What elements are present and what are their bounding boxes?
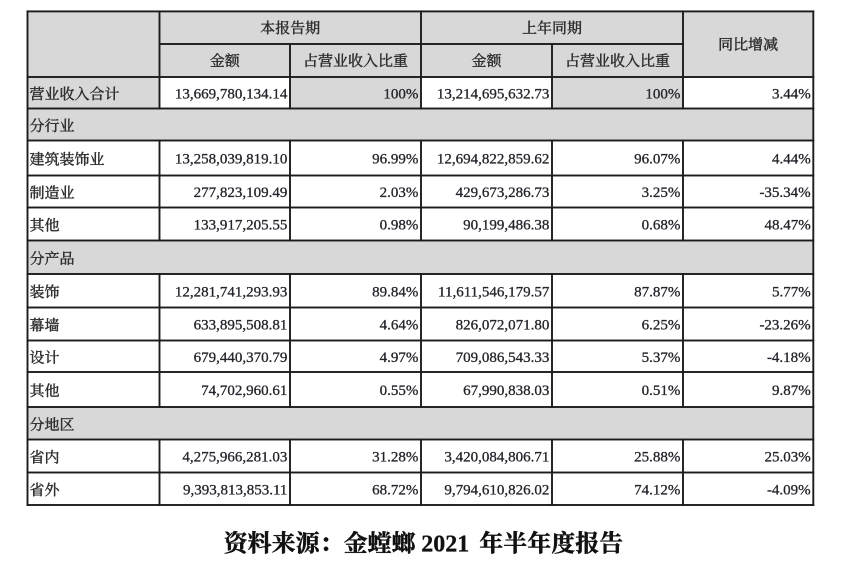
svg-text:0.51%: 0.51% (642, 383, 681, 399)
svg-text:9,393,813,853.11: 9,393,813,853.11 (183, 482, 287, 498)
svg-text:13,669,780,134.14: 13,669,780,134.14 (175, 86, 288, 102)
svg-text:31.28%: 31.28% (372, 450, 418, 466)
svg-text:67,990,838.03: 67,990,838.03 (463, 383, 549, 399)
svg-text:429,673,286.73: 429,673,286.73 (456, 185, 550, 201)
svg-text:4.64%: 4.64% (380, 318, 419, 334)
svg-text:48.47%: 48.47% (764, 218, 810, 234)
svg-text:96.07%: 96.07% (634, 152, 680, 168)
svg-text:100%: 100% (645, 86, 680, 102)
svg-text:13,258,039,819.10: 13,258,039,819.10 (175, 152, 288, 168)
svg-text:74.12%: 74.12% (634, 482, 680, 498)
svg-text:-4.09%: -4.09% (767, 482, 811, 498)
svg-text:277,823,109.49: 277,823,109.49 (194, 185, 288, 201)
svg-text:25.03%: 25.03% (764, 450, 810, 466)
svg-text:3.25%: 3.25% (642, 185, 681, 201)
svg-text:4.44%: 4.44% (772, 152, 811, 168)
svg-text:6.25%: 6.25% (642, 318, 681, 334)
svg-text:13,214,695,632.73: 13,214,695,632.73 (437, 86, 550, 102)
svg-text:11,611,546,179.57: 11,611,546,179.57 (438, 284, 550, 300)
svg-text:0.55%: 0.55% (380, 383, 419, 399)
svg-text:96.99%: 96.99% (372, 152, 418, 168)
svg-text:12,694,822,859.62: 12,694,822,859.62 (437, 152, 550, 168)
svg-text:5.77%: 5.77% (772, 284, 811, 300)
svg-text:5.37%: 5.37% (642, 350, 681, 366)
svg-text:-4.18%: -4.18% (767, 350, 811, 366)
svg-text:-23.26%: -23.26% (759, 318, 810, 334)
svg-text:100%: 100% (383, 86, 418, 102)
svg-text:4,275,966,281.03: 4,275,966,281.03 (182, 450, 287, 466)
svg-text:74,702,960.61: 74,702,960.61 (201, 383, 287, 399)
svg-text:633,895,508.81: 633,895,508.81 (194, 318, 288, 334)
svg-text:3,420,084,806.71: 3,420,084,806.71 (444, 450, 549, 466)
svg-text:9.87%: 9.87% (772, 383, 811, 399)
svg-text:90,199,486.38: 90,199,486.38 (463, 218, 549, 234)
svg-text:709,086,543.33: 709,086,543.33 (456, 350, 550, 366)
svg-text:0.98%: 0.98% (380, 218, 419, 234)
svg-text:25.88%: 25.88% (634, 450, 680, 466)
svg-text:2021: 2021 (421, 532, 469, 558)
svg-text:87.87%: 87.87% (634, 284, 680, 300)
svg-text:133,917,205.55: 133,917,205.55 (194, 218, 288, 234)
svg-text:0.68%: 0.68% (642, 218, 681, 234)
svg-text:3.44%: 3.44% (772, 86, 811, 102)
svg-text:4.97%: 4.97% (380, 350, 419, 366)
svg-text:2.03%: 2.03% (380, 185, 419, 201)
svg-text:9,794,610,826.02: 9,794,610,826.02 (444, 482, 549, 498)
svg-text:12,281,741,293.93: 12,281,741,293.93 (175, 284, 288, 300)
svg-text:-35.34%: -35.34% (759, 185, 810, 201)
svg-text:826,072,071.80: 826,072,071.80 (456, 318, 550, 334)
svg-text:679,440,370.79: 679,440,370.79 (194, 350, 288, 366)
svg-text:89.84%: 89.84% (372, 284, 418, 300)
svg-text:68.72%: 68.72% (372, 482, 418, 498)
